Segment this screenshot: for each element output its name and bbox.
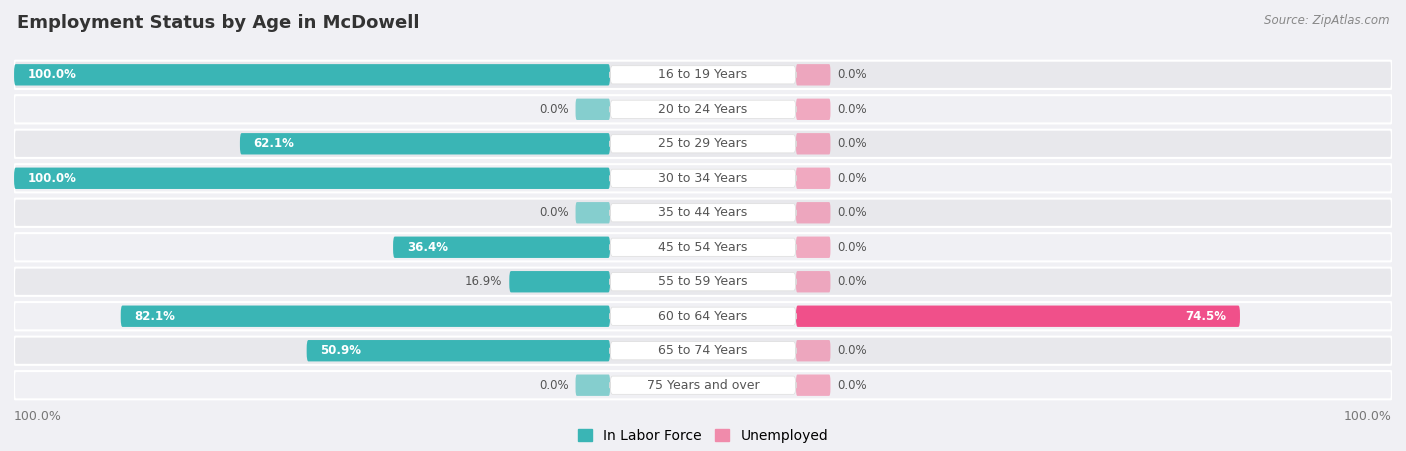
Text: 100.0%: 100.0% bbox=[28, 172, 77, 185]
FancyBboxPatch shape bbox=[796, 340, 831, 361]
FancyBboxPatch shape bbox=[796, 99, 831, 120]
FancyBboxPatch shape bbox=[14, 336, 1392, 365]
Text: 20 to 24 Years: 20 to 24 Years bbox=[658, 103, 748, 116]
FancyBboxPatch shape bbox=[14, 64, 610, 86]
FancyBboxPatch shape bbox=[14, 168, 610, 189]
FancyBboxPatch shape bbox=[610, 100, 796, 119]
FancyBboxPatch shape bbox=[14, 371, 1392, 399]
FancyBboxPatch shape bbox=[796, 64, 831, 86]
Text: 30 to 34 Years: 30 to 34 Years bbox=[658, 172, 748, 185]
FancyBboxPatch shape bbox=[610, 238, 796, 256]
Text: 0.0%: 0.0% bbox=[838, 379, 868, 392]
Text: 0.0%: 0.0% bbox=[838, 275, 868, 288]
FancyBboxPatch shape bbox=[14, 129, 1392, 158]
Text: 0.0%: 0.0% bbox=[538, 206, 568, 219]
Text: 35 to 44 Years: 35 to 44 Years bbox=[658, 206, 748, 219]
FancyBboxPatch shape bbox=[610, 204, 796, 222]
Text: 25 to 29 Years: 25 to 29 Years bbox=[658, 137, 748, 150]
FancyBboxPatch shape bbox=[307, 340, 610, 361]
Text: 16.9%: 16.9% bbox=[465, 275, 502, 288]
Text: 0.0%: 0.0% bbox=[838, 172, 868, 185]
FancyBboxPatch shape bbox=[575, 99, 610, 120]
FancyBboxPatch shape bbox=[796, 374, 831, 396]
FancyBboxPatch shape bbox=[14, 233, 1392, 262]
FancyBboxPatch shape bbox=[121, 305, 610, 327]
Text: 100.0%: 100.0% bbox=[1344, 410, 1392, 423]
FancyBboxPatch shape bbox=[14, 267, 1392, 296]
Text: 45 to 54 Years: 45 to 54 Years bbox=[658, 241, 748, 254]
FancyBboxPatch shape bbox=[610, 307, 796, 325]
Text: 100.0%: 100.0% bbox=[14, 410, 62, 423]
Text: Source: ZipAtlas.com: Source: ZipAtlas.com bbox=[1264, 14, 1389, 27]
FancyBboxPatch shape bbox=[509, 271, 610, 292]
Text: 0.0%: 0.0% bbox=[538, 379, 568, 392]
Text: Employment Status by Age in McDowell: Employment Status by Age in McDowell bbox=[17, 14, 419, 32]
Text: 74.5%: 74.5% bbox=[1185, 310, 1226, 323]
Text: 65 to 74 Years: 65 to 74 Years bbox=[658, 344, 748, 357]
FancyBboxPatch shape bbox=[610, 135, 796, 153]
FancyBboxPatch shape bbox=[575, 202, 610, 223]
Text: 0.0%: 0.0% bbox=[838, 241, 868, 254]
FancyBboxPatch shape bbox=[240, 133, 610, 155]
Text: 0.0%: 0.0% bbox=[838, 68, 868, 81]
FancyBboxPatch shape bbox=[610, 169, 796, 187]
Text: 100.0%: 100.0% bbox=[28, 68, 77, 81]
Text: 0.0%: 0.0% bbox=[838, 206, 868, 219]
FancyBboxPatch shape bbox=[796, 168, 831, 189]
Legend: In Labor Force, Unemployed: In Labor Force, Unemployed bbox=[572, 423, 834, 448]
FancyBboxPatch shape bbox=[14, 198, 1392, 227]
FancyBboxPatch shape bbox=[796, 202, 831, 223]
Text: 16 to 19 Years: 16 to 19 Years bbox=[658, 68, 748, 81]
FancyBboxPatch shape bbox=[610, 66, 796, 84]
FancyBboxPatch shape bbox=[796, 237, 831, 258]
Text: 0.0%: 0.0% bbox=[838, 137, 868, 150]
Text: 36.4%: 36.4% bbox=[406, 241, 449, 254]
Text: 82.1%: 82.1% bbox=[135, 310, 176, 323]
FancyBboxPatch shape bbox=[14, 302, 1392, 331]
FancyBboxPatch shape bbox=[14, 61, 1392, 89]
FancyBboxPatch shape bbox=[796, 133, 831, 155]
Text: 60 to 64 Years: 60 to 64 Years bbox=[658, 310, 748, 323]
Text: 62.1%: 62.1% bbox=[253, 137, 295, 150]
Text: 55 to 59 Years: 55 to 59 Years bbox=[658, 275, 748, 288]
FancyBboxPatch shape bbox=[575, 374, 610, 396]
FancyBboxPatch shape bbox=[610, 341, 796, 360]
FancyBboxPatch shape bbox=[394, 237, 610, 258]
Text: 75 Years and over: 75 Years and over bbox=[647, 379, 759, 392]
FancyBboxPatch shape bbox=[796, 305, 1240, 327]
FancyBboxPatch shape bbox=[796, 271, 831, 292]
FancyBboxPatch shape bbox=[14, 95, 1392, 124]
Text: 50.9%: 50.9% bbox=[321, 344, 361, 357]
Text: 0.0%: 0.0% bbox=[538, 103, 568, 116]
FancyBboxPatch shape bbox=[610, 376, 796, 394]
Text: 0.0%: 0.0% bbox=[838, 344, 868, 357]
FancyBboxPatch shape bbox=[610, 273, 796, 291]
Text: 0.0%: 0.0% bbox=[838, 103, 868, 116]
FancyBboxPatch shape bbox=[14, 164, 1392, 193]
